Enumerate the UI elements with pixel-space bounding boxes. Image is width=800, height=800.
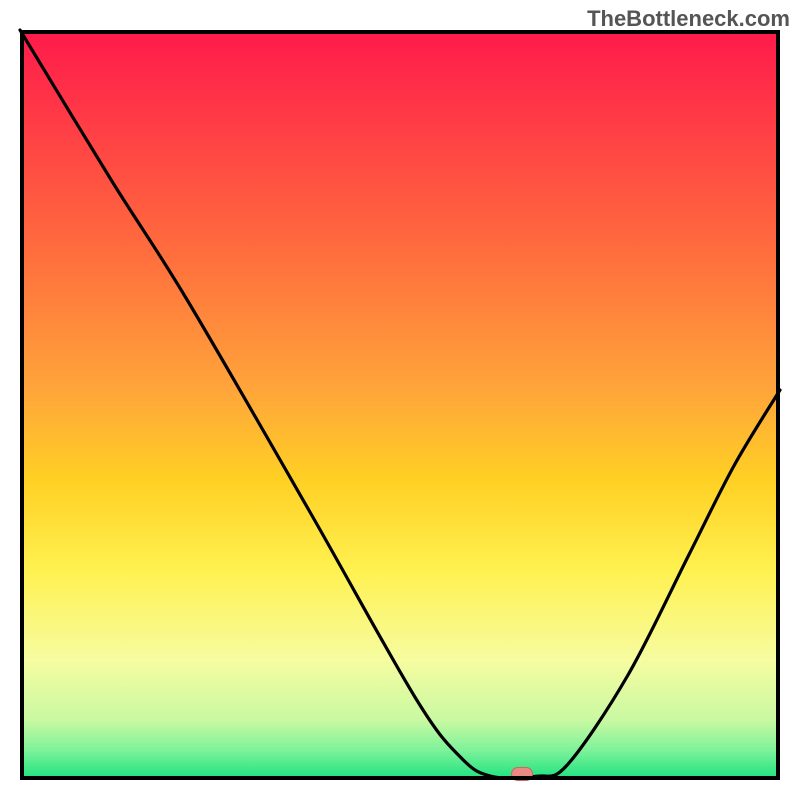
optimal-point-marker — [511, 767, 533, 781]
chart-container: { "watermark": { "text": "TheBottleneck.… — [0, 0, 800, 800]
bottleneck-curve — [20, 30, 780, 780]
watermark-text: TheBottleneck.com — [587, 6, 790, 32]
curve-path — [20, 30, 780, 778]
plot-area — [20, 30, 780, 780]
